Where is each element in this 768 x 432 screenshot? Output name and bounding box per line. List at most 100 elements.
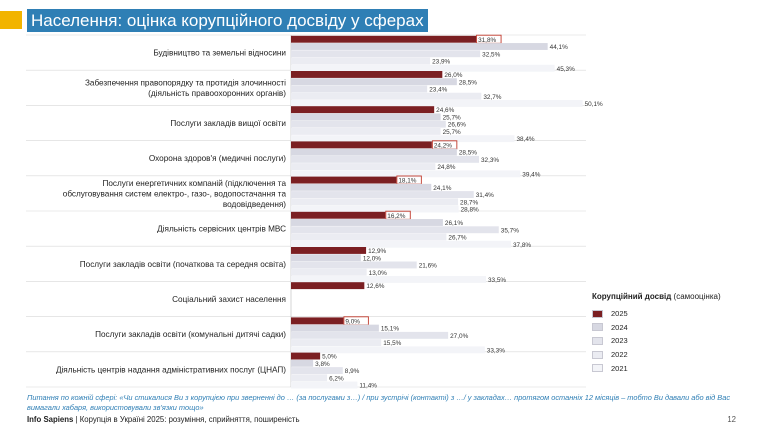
data-label: 21,6% xyxy=(419,263,437,270)
bar-2021 xyxy=(291,240,511,248)
legend-title-bold: Корупційний досвід xyxy=(592,292,672,301)
data-label: 8,9% xyxy=(345,368,360,375)
legend-item-2024: 2024 xyxy=(592,321,762,335)
category-label: (діяльність правоохоронних органів) xyxy=(148,89,286,98)
legend-label: 2025 xyxy=(611,309,628,319)
bar-2023 xyxy=(291,191,474,198)
bar-2023 xyxy=(291,120,446,128)
data-label: 12,6% xyxy=(366,283,384,290)
legend-swatch xyxy=(592,364,603,373)
bar-2025 xyxy=(291,176,397,184)
bar-2024 xyxy=(291,113,441,121)
data-label: 37,8% xyxy=(513,242,531,249)
category-label: Забезпечення правопорядку та протидія зл… xyxy=(85,79,286,88)
question-footnote: Питання по кожній сфері: «Чи стикалися В… xyxy=(27,393,731,413)
bar-2025 xyxy=(291,141,432,149)
title-accent-bar xyxy=(0,11,22,29)
footer-text: | Корупція в Україні 2025: розуміння, сп… xyxy=(73,415,300,424)
bar-2025 xyxy=(291,282,365,290)
data-label: 12,9% xyxy=(368,248,386,255)
legend-label: 2024 xyxy=(611,322,628,332)
data-label: 38,4% xyxy=(516,136,534,143)
legend-swatch xyxy=(592,309,603,318)
bar-2025 xyxy=(291,352,321,360)
data-label: 23,9% xyxy=(432,59,450,66)
data-label: 28,5% xyxy=(459,79,477,86)
legend-swatch xyxy=(592,323,603,332)
data-label: 24,8% xyxy=(437,164,455,171)
bar-2021 xyxy=(291,170,521,178)
bar-2024 xyxy=(291,254,361,262)
legend-label: 2021 xyxy=(611,363,628,373)
legend-item-2025: 2025 xyxy=(592,307,762,321)
bar-2025 xyxy=(291,211,386,219)
category-label: водовідведення) xyxy=(223,200,286,209)
data-label: 16,2% xyxy=(387,213,405,220)
category-label: Послуги закладів освіти (початкова та се… xyxy=(80,260,287,269)
data-label: 32,3% xyxy=(481,157,499,164)
bar-2023 xyxy=(291,50,481,58)
bar-2022 xyxy=(291,127,441,135)
data-label: 31,4% xyxy=(476,192,494,199)
bar-2024 xyxy=(291,148,457,156)
data-label: 23,4% xyxy=(429,87,447,94)
category-label: Охорона здоров'я (медичні послуги) xyxy=(149,154,286,163)
bar-2021 xyxy=(291,64,555,72)
bar-2024 xyxy=(291,219,443,226)
bar-2023 xyxy=(291,261,417,269)
data-label: 6,2% xyxy=(329,375,344,382)
data-label: 24,2% xyxy=(434,142,452,149)
bar-2022 xyxy=(291,339,382,347)
data-label: 25,7% xyxy=(443,129,461,136)
data-label: 45,3% xyxy=(557,66,575,73)
bar-2022 xyxy=(291,268,367,276)
data-label: 26,6% xyxy=(448,122,466,129)
legend-swatch xyxy=(592,336,603,345)
bar-2022 xyxy=(291,198,459,206)
data-label: 27,0% xyxy=(450,333,468,340)
bar-2025 xyxy=(291,71,443,78)
bar-2024 xyxy=(291,359,314,367)
bar-2022 xyxy=(291,163,436,171)
bar-chart: Будівництво та земельні відносини 31,8% 44… xyxy=(26,34,603,390)
chart-legend: Корупційний досвід (самооцінка) 2025 2024… xyxy=(592,292,762,375)
bar-2025 xyxy=(291,317,344,325)
data-label: 33,5% xyxy=(488,277,506,284)
bar-2021 xyxy=(291,276,486,283)
bar-2022 xyxy=(291,92,482,100)
category-label: Діяльність центрів надання адміністратив… xyxy=(56,365,286,374)
legend-title-rest: (самооцінка) xyxy=(671,292,721,301)
data-label: 31,8% xyxy=(478,37,496,44)
bar-2023 xyxy=(291,155,479,163)
bar-2023 xyxy=(291,226,499,234)
data-label: 32,7% xyxy=(483,94,501,101)
data-label: 15,1% xyxy=(381,326,399,333)
legend-item-2023: 2023 xyxy=(592,334,762,348)
data-label: 24,1% xyxy=(433,185,451,192)
category-label: Послуги закладів освіти (комунальні дитя… xyxy=(95,330,286,339)
data-label: 35,7% xyxy=(501,227,519,234)
bar-2025 xyxy=(291,106,435,114)
bar-2021 xyxy=(291,135,515,143)
category-label: Діяльність сервісних центрів МВС xyxy=(157,225,286,234)
bar-2023 xyxy=(291,331,449,339)
bar-2022 xyxy=(291,57,431,65)
data-label: 26,7% xyxy=(448,235,466,242)
data-label: 28,5% xyxy=(459,150,477,157)
bar-2021 xyxy=(291,381,358,389)
bar-2024 xyxy=(291,183,432,191)
data-label: 11,4% xyxy=(359,383,377,390)
bar-2022 xyxy=(291,374,328,382)
bar-2025 xyxy=(291,35,477,43)
data-label: 26,1% xyxy=(445,220,463,227)
bar-2024 xyxy=(291,78,457,86)
bar-2023 xyxy=(291,85,428,93)
category-label: Послуги закладів вищої освіти xyxy=(170,119,286,128)
data-label: 33,3% xyxy=(487,347,505,354)
bar-2025 xyxy=(291,247,367,254)
data-label: 12,0% xyxy=(363,255,381,262)
legend-title: Корупційний досвід (самооцінка) xyxy=(592,292,762,301)
page-number: 12 xyxy=(727,415,736,424)
legend-label: 2022 xyxy=(611,350,628,360)
bar-2022 xyxy=(291,233,447,241)
